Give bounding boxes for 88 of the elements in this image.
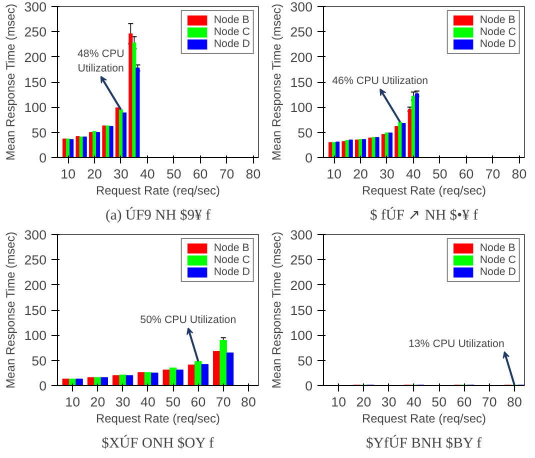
x-tick-label: 70	[482, 394, 497, 410]
y-tick-label: 250	[24, 252, 47, 268]
x-tick-label: 20	[356, 394, 372, 410]
x-tick-label: 50	[432, 394, 446, 410]
y-tick-label: 250	[24, 24, 47, 40]
x-tick-label: 10	[60, 166, 76, 182]
y-tick-label: 150	[290, 303, 313, 318]
x-tick-label: 30	[380, 166, 394, 182]
y-axis-title: Mean Response Time (msec)	[269, 232, 284, 388]
x-tick-label: 80	[241, 394, 256, 410]
y-tick-label: 300	[24, 228, 47, 242]
annotation: 50% CPU Utilization	[140, 314, 236, 326]
legend-label: Node B	[214, 14, 250, 26]
y-tick-label: 100	[24, 100, 47, 116]
x-tick-label: 50	[166, 394, 180, 410]
y-tick-label: 0	[39, 378, 47, 394]
legend-label: Node C	[480, 26, 516, 38]
y-tick-label: 200	[290, 278, 313, 293]
y-tick-label: 50	[298, 353, 313, 368]
y-tick-label: 50	[32, 125, 47, 140]
y-tick-label: 150	[24, 303, 47, 318]
x-tick-label: 80	[246, 166, 261, 182]
annotation: 48% CPU Utilization	[77, 48, 124, 74]
legend-label: Node D	[480, 38, 516, 50]
x-tick-label: 10	[65, 394, 80, 410]
x-tick-label: 60	[458, 166, 474, 182]
y-axis-title: Mean Response Time (msec)	[3, 232, 18, 388]
x-tick-label: 50	[166, 166, 182, 182]
legend-label: Node D	[214, 266, 250, 278]
y-axis-title: Mean Response Time (msec)	[269, 4, 284, 160]
y-tick-label: 250	[290, 252, 313, 268]
x-tick-label: 20	[87, 166, 102, 182]
y-tick-label: 200	[24, 50, 47, 65]
annotation: 13% CPU Utilization	[408, 338, 504, 350]
legend-label: Node B	[480, 14, 516, 26]
legend-label: Node C	[480, 254, 516, 266]
x-tick-label: 30	[381, 394, 396, 410]
legend-label: Node C	[214, 26, 250, 38]
x-tick-label: 80	[507, 394, 522, 410]
x-tick-label: 70	[216, 394, 231, 410]
legend-label: Node D	[480, 266, 516, 278]
text: $XÚF ONH $OY f	[102, 434, 214, 452]
x-tick-label: 70	[485, 166, 500, 182]
legend-label: Node C	[214, 254, 250, 266]
x-tick-label: 40	[406, 166, 421, 182]
text: $YfÚF BNH $BY f	[366, 434, 482, 452]
x-axis-title: Request Rate (req/sec)	[362, 412, 486, 426]
x-tick-label: 40	[140, 394, 156, 410]
x-tick-label: 40	[140, 166, 155, 182]
y-tick-label: 150	[24, 75, 47, 90]
x-tick-label: 70	[219, 166, 234, 182]
y-tick-label: 0	[305, 150, 313, 166]
x-tick-label: 10	[331, 394, 346, 410]
x-axis-title: Request Rate (req/sec)	[362, 184, 486, 198]
y-tick-label: 300	[290, 0, 313, 14]
x-tick-label: 80	[512, 166, 527, 182]
y-tick-label: 0	[39, 150, 47, 166]
y-tick-label: 200	[290, 50, 313, 65]
y-tick-label: 100	[290, 328, 313, 344]
y-tick-label: 150	[290, 75, 313, 90]
y-tick-label: 200	[24, 278, 47, 293]
text: (a) ÚF9 NH $9¥ f	[105, 206, 211, 224]
x-tick-label: 20	[90, 394, 106, 410]
x-tick-label: 20	[353, 166, 368, 182]
legend-label: Node D	[214, 38, 250, 50]
y-tick-label: 300	[24, 0, 47, 14]
y-tick-label: 50	[32, 353, 47, 368]
legend-label: Node B	[480, 242, 516, 254]
text: $ fÚF ↗ NH $•¥ f	[370, 206, 478, 224]
x-tick-label: 50	[432, 166, 448, 182]
annotation: 46% CPU Utilization	[332, 75, 428, 88]
legend-label: Node B	[214, 242, 250, 254]
x-tick-label: 60	[456, 394, 472, 410]
x-axis-title: Request Rate (req/sec)	[96, 184, 220, 198]
x-tick-label: 30	[115, 394, 130, 410]
y-tick-label: 0	[305, 378, 313, 394]
y-tick-label: 300	[290, 228, 313, 242]
y-tick-label: 100	[290, 100, 313, 116]
x-tick-label: 30	[114, 166, 128, 182]
x-tick-label: 60	[190, 394, 206, 410]
x-tick-label: 40	[406, 394, 422, 410]
x-tick-label: 60	[192, 166, 208, 182]
x-axis-title: Request Rate (req/sec)	[96, 412, 220, 426]
y-tick-label: 50	[298, 125, 313, 140]
y-tick-label: 100	[24, 328, 47, 344]
y-axis-title: Mean Response Time (msec)	[3, 4, 18, 160]
x-tick-label: 10	[326, 166, 342, 182]
y-tick-label: 250	[290, 24, 313, 40]
